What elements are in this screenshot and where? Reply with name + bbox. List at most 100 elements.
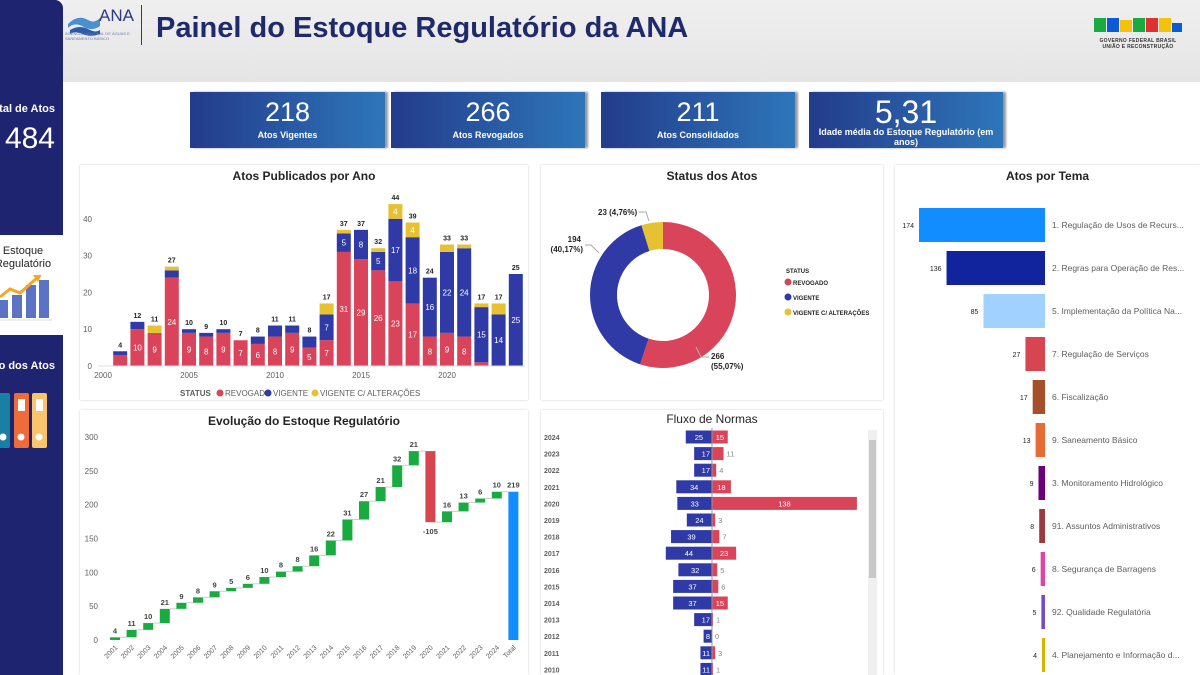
kpi-label: Atos Revogados: [452, 130, 524, 140]
fluxo-normas-panel: Fluxo de Normas 2024 25 15 2023 17 11 2022 17 4 2…: [541, 410, 883, 675]
legend-entry: VIGENTE C/ ALTERAÇÕES: [793, 310, 869, 317]
left-bar: [678, 563, 712, 577]
bar-total-label: 8: [256, 328, 260, 335]
bar-value-label: 32: [393, 454, 401, 463]
right-bar: [712, 463, 717, 477]
year-label: 2014: [544, 601, 560, 608]
bar-vigente: [199, 332, 214, 337]
increase-bar: [259, 577, 270, 584]
category-label: 9. Saneamento Básico: [1052, 435, 1138, 445]
bar-value-label: 31: [343, 508, 351, 517]
right-bar: [712, 646, 716, 660]
left-value-label: 33: [691, 499, 699, 508]
bar-total-label: 10: [220, 320, 228, 327]
bar-value-label: 9: [179, 592, 183, 601]
bar-revogado: [216, 332, 231, 366]
bar-revogado: [233, 340, 248, 366]
tema-bar: [1042, 638, 1045, 672]
bar-total-label: 17: [478, 294, 486, 301]
bar-value-label: 219: [507, 481, 520, 490]
leader-line: [585, 244, 600, 254]
bar-value-label: 5: [229, 577, 233, 586]
bar-value-label: 25: [511, 316, 520, 325]
x-tick-label: 2022: [452, 644, 468, 660]
bar-vigente: [474, 307, 489, 363]
bar-vigente-c-altera-es: [164, 266, 179, 271]
left-bar: [700, 662, 712, 675]
increase-bar: [325, 540, 336, 556]
year-label: 2015: [544, 584, 560, 591]
left-value-label: 24: [695, 516, 703, 525]
increase-bar: [209, 591, 220, 598]
left-bar: [677, 496, 712, 510]
total-atos-value: 484: [4, 122, 55, 155]
left-bar: [694, 613, 712, 627]
bar-value-label: 9: [152, 345, 157, 354]
status-atos-panel: Status dos Atos 266 (55,07%) 194 (40,17%) 23…: [541, 165, 883, 400]
category-label: 2. Regras para Operação de Res...: [1052, 263, 1184, 273]
scrollbar-thumb[interactable]: [869, 440, 876, 578]
bar-vigente: [216, 329, 231, 333]
y-tick-label: 40: [83, 215, 92, 224]
increase-bar: [276, 571, 286, 578]
bar-value-label: 17: [391, 246, 400, 255]
bar-total-label: 33: [460, 236, 468, 243]
binders-icon[interactable]: [0, 393, 63, 448]
bar-vigente-c-altera-es: [440, 244, 454, 252]
x-tick-label: 2012: [286, 644, 302, 660]
total-bar: [508, 491, 519, 640]
bar-value-label: 16: [310, 544, 318, 553]
bar-value-label: 9: [221, 345, 226, 354]
bar-total-label: 44: [392, 195, 400, 202]
slice-label: 266: [711, 352, 725, 361]
bar-vigente-c-altera-es: [491, 303, 506, 315]
right-value-label: 23: [720, 549, 728, 558]
relacao-atos-label[interactable]: Relação dos Atos: [0, 360, 55, 372]
bar-value-label: 9: [213, 580, 217, 589]
bar-total-label: 11: [288, 317, 296, 324]
bar-value-label: 8: [279, 561, 283, 570]
bar-value-label: 5: [307, 353, 312, 362]
year-label: 2018: [544, 535, 560, 542]
bar-value-label: 6: [478, 488, 482, 497]
bar-vigente: [508, 274, 523, 366]
left-value-label: 8: [706, 632, 710, 641]
evolucao-estoque-panel: Evolução do Estoque Regulatório 0 50 100 15…: [80, 410, 528, 675]
x-tick-label: 2004: [153, 644, 169, 660]
increase-bar: [226, 587, 237, 592]
kpi-label: Idade média do Estoque Regulatório (em a…: [818, 127, 994, 147]
ana-logo-subtext: AGÊNCIA NACIONAL DE ÁGUAS E SANEAMENTO B…: [65, 31, 130, 41]
x-tick-label: 2014: [319, 644, 335, 660]
left-bar: [703, 629, 712, 643]
left-bar: [673, 579, 712, 593]
right-bar: [712, 596, 728, 610]
donut-slice: [590, 225, 650, 365]
increase-bar: [342, 519, 353, 541]
bar-vigente: [182, 329, 196, 333]
bar-total-label: 10: [185, 320, 193, 327]
tema-bar: [1032, 380, 1045, 414]
bar-value-label: 22: [443, 288, 452, 297]
bar-value-label: 10: [493, 481, 501, 490]
right-value-label: 0: [715, 632, 719, 641]
x-tick-label: 2009: [236, 644, 252, 660]
scrollbar[interactable]: [868, 430, 877, 675]
x-tick-label: 2020: [438, 371, 456, 380]
header: ANA AGÊNCIA NACIONAL DE ÁGUAS E SANEAMEN…: [63, 0, 1200, 82]
bar-vigente: [302, 336, 317, 348]
bar-value-label: 8: [204, 347, 209, 356]
bar-value-label: 11: [128, 619, 136, 628]
estoque-regulatorio-nav[interactable]: Estoque Regulatório: [0, 235, 63, 335]
x-tick-label: 2000: [94, 371, 112, 380]
bar-total-label: 4: [118, 342, 122, 349]
bar-vigente-c-altera-es: [147, 325, 162, 333]
x-tick-label: 2007: [203, 644, 219, 660]
increase-bar: [408, 451, 419, 466]
year-label: 2013: [544, 618, 560, 625]
category-label: 6. Fiscalização: [1052, 392, 1108, 402]
bar-value-label: 13: [1023, 438, 1031, 445]
bar-value-label: 16: [443, 500, 451, 509]
legend-title: STATUS: [180, 389, 211, 398]
right-bar: [712, 530, 720, 544]
bar-revogado: [182, 332, 196, 366]
